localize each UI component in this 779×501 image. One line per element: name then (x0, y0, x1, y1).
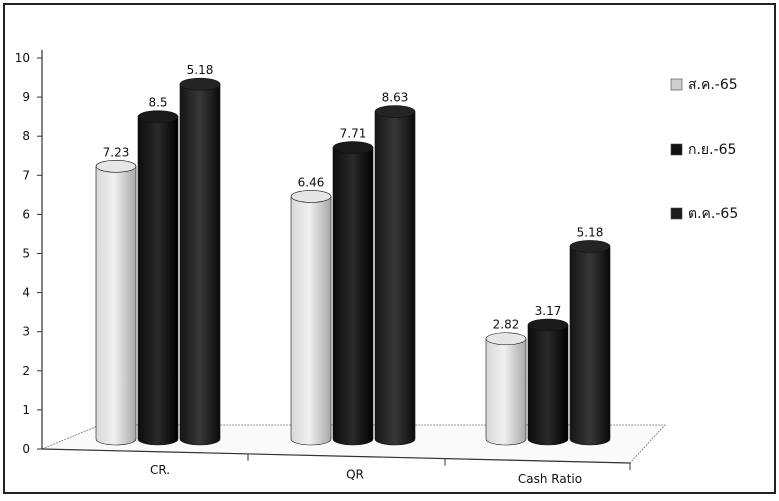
bar-top (137, 110, 179, 123)
legend: ส.ค.-65 ก.ย.-65 ต.ค.-65 (670, 77, 738, 222)
bar (527, 318, 569, 446)
bar (485, 332, 527, 446)
bar-body (569, 246, 611, 446)
bar-body (95, 166, 137, 446)
bar-top (527, 318, 569, 332)
bar-top (95, 160, 137, 173)
bar (374, 105, 416, 446)
y-tick-label: 10 (15, 51, 30, 65)
data-label: 8.5 (148, 96, 167, 110)
y-tick-label: 2 (22, 364, 30, 378)
bar-top (179, 77, 221, 91)
bar-top (332, 141, 374, 154)
y-tick-label: 4 (22, 286, 30, 300)
y-tick-label: 1 (22, 403, 30, 417)
bar (179, 77, 221, 446)
data-label: 2.82 (493, 318, 520, 332)
y-tick-label: 0 (22, 442, 30, 456)
bar (137, 110, 179, 446)
data-label: 7.23 (103, 145, 130, 159)
legend-label: ต.ค.-65 (688, 206, 738, 222)
data-label: 5.18 (577, 225, 604, 239)
y-tick-label: 8 (22, 129, 30, 143)
data-label: 7.71 (340, 127, 367, 141)
bar-top (290, 190, 332, 203)
bar-body (527, 324, 569, 446)
labels-layer: 7.23 6.46 2.82 8.5 7.71 3.17 5.18 8.63 5.18 (103, 63, 604, 332)
bar-top (485, 332, 527, 346)
chart-border (3, 3, 776, 494)
bar (332, 141, 374, 446)
x-category-label: QR (346, 467, 364, 481)
data-label: 5.18 (187, 63, 214, 77)
y-tick-label: 3 (22, 325, 30, 339)
legend-swatch (670, 207, 683, 220)
y-tick-label: 9 (22, 90, 30, 104)
data-label: 3.17 (535, 304, 562, 318)
x-axis-line (41, 448, 631, 464)
bar-body (137, 116, 179, 446)
bar-body (485, 338, 527, 446)
data-label: 8.63 (382, 91, 409, 105)
bar-top (569, 240, 611, 253)
bar (95, 160, 137, 446)
bar-body (290, 196, 332, 446)
bar-top (374, 105, 416, 118)
legend-swatch (670, 78, 683, 91)
bar-body (179, 83, 221, 446)
bar (569, 240, 611, 446)
legend-label: ก.ย.-65 (688, 142, 736, 158)
x-category-label: Cash Ratio (518, 472, 582, 486)
data-label: 6.46 (298, 175, 325, 189)
bars-layer (95, 77, 611, 446)
legend-label: ส.ค.-65 (688, 77, 738, 93)
legend-swatch (670, 143, 683, 156)
y-tick-label: 7 (22, 168, 30, 182)
bar-body (332, 147, 374, 446)
x-category-label: CR. (150, 463, 170, 477)
y-tick-label: 6 (22, 207, 30, 221)
bar (290, 190, 332, 446)
bar-body (374, 111, 416, 446)
y-tick-label: 5 (22, 247, 30, 261)
